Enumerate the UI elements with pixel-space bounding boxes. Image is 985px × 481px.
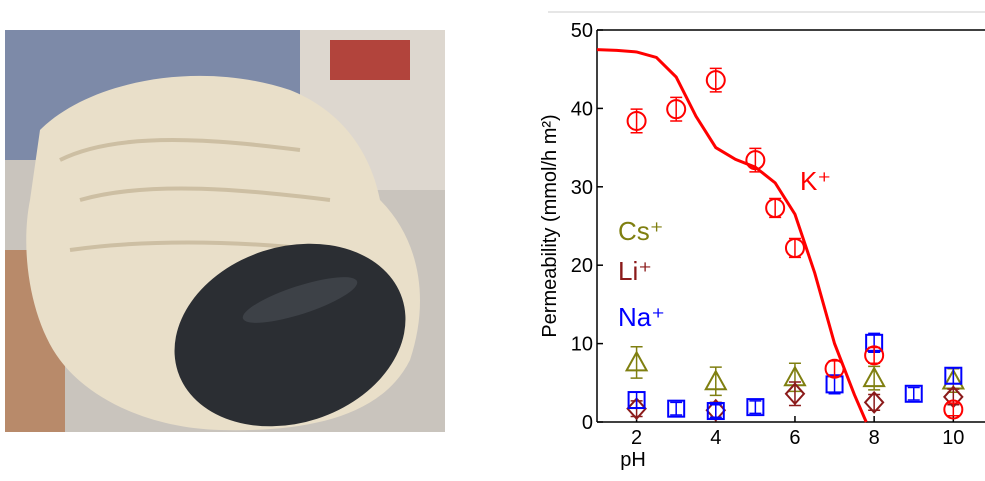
x-tick-label: 10: [942, 427, 964, 449]
marker: [824, 358, 845, 379]
marker: [667, 399, 686, 418]
error-bar: [788, 381, 801, 407]
fit-curve: [596, 48, 868, 423]
x-axis-label: pH: [620, 449, 646, 471]
photo: [5, 30, 445, 432]
marker: [745, 150, 766, 171]
y-tick-label: 40: [571, 98, 593, 120]
legend-label: Na⁺: [618, 302, 665, 332]
marker: [765, 197, 786, 218]
error-bar: [709, 404, 722, 419]
marker: [943, 399, 964, 420]
legend-label: Li⁺: [618, 256, 652, 286]
marker: [705, 398, 727, 422]
x-tick-label: 6: [789, 427, 800, 449]
marker: [705, 70, 726, 91]
marker: [904, 384, 923, 403]
y-tick-label: 50: [571, 20, 593, 42]
marker: [666, 99, 687, 120]
y-tick-label: 20: [571, 255, 593, 277]
error-bar: [630, 391, 643, 409]
error-bar: [947, 402, 960, 417]
marker: [704, 369, 728, 391]
error-bar: [788, 237, 801, 259]
marker: [862, 366, 886, 388]
marker: [784, 382, 806, 406]
marker: [864, 345, 885, 366]
x-tick-label: 4: [710, 427, 721, 449]
marker: [624, 350, 649, 372]
marker: [706, 402, 725, 421]
marker: [746, 398, 765, 417]
marker: [863, 390, 885, 414]
error-bar: [630, 108, 643, 134]
error-bar: [709, 67, 722, 93]
error-bar: [769, 197, 782, 219]
error-bar: [907, 386, 920, 401]
error-bar: [749, 147, 762, 173]
error-bar: [670, 401, 683, 416]
marker: [626, 110, 647, 131]
error-bar: [868, 393, 881, 411]
error-bar: [828, 360, 841, 378]
y-tick-label: 0: [582, 412, 593, 434]
marker: [784, 237, 805, 258]
y-tick-label: 30: [571, 177, 593, 199]
error-bar: [749, 400, 762, 415]
marker: [944, 366, 963, 385]
y-axis-label: Permeability (mmol/h m²): [539, 114, 561, 337]
error-bar: [670, 96, 683, 122]
legend-label: Cs⁺: [618, 216, 664, 246]
y-tick-label: 10: [571, 334, 593, 356]
marker: [626, 397, 647, 421]
x-tick-label: 8: [869, 427, 880, 449]
x-tick-label: 2: [631, 427, 642, 449]
legend-label: K⁺: [800, 166, 831, 196]
marker: [627, 391, 646, 410]
error-bar: [947, 367, 960, 385]
